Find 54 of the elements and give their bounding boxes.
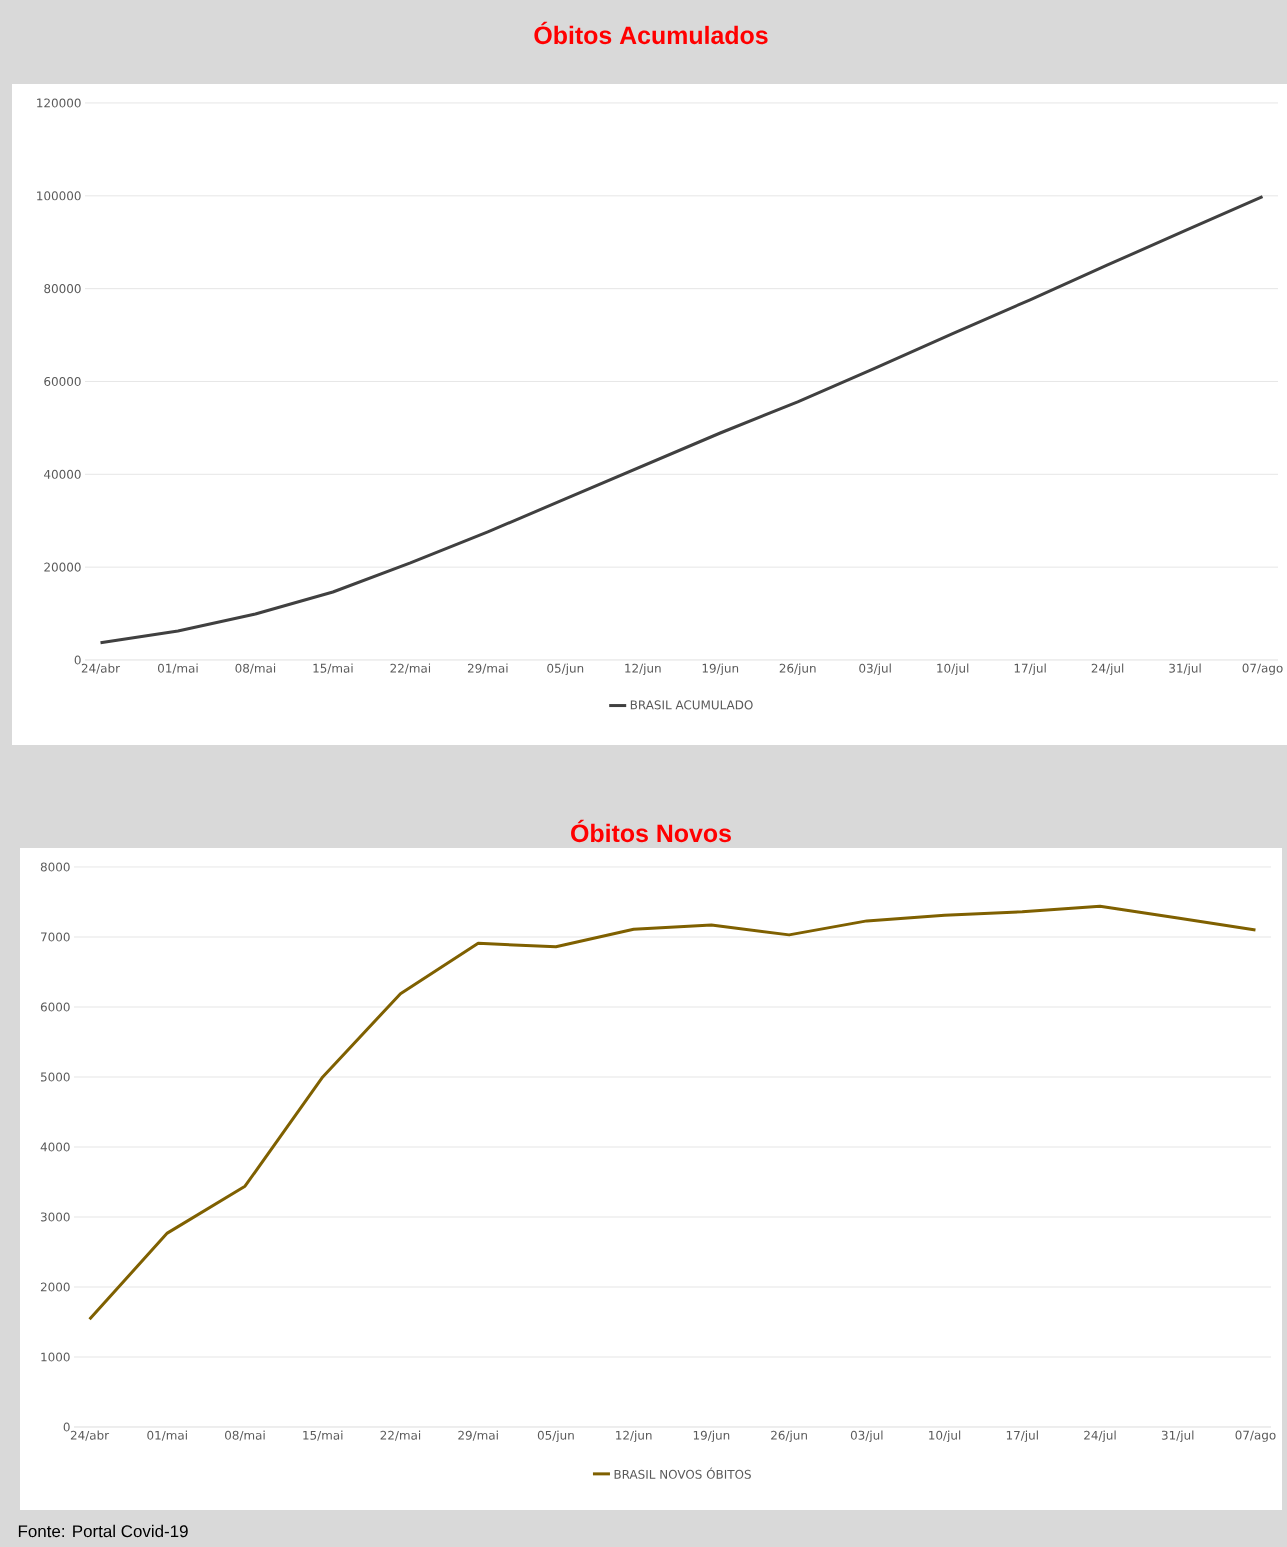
x-tick-label: 22/mai xyxy=(380,1430,421,1441)
x-tick-label: 03/jul xyxy=(859,663,891,676)
legend-label: BRASIL ACUMULADO xyxy=(630,700,753,710)
y-tick-label: 60000 xyxy=(44,376,81,386)
x-tick-label: 15/mai xyxy=(313,663,353,674)
x-tick-label: 12/jun xyxy=(616,1430,652,1443)
x-tick-label: 24/abr xyxy=(70,1430,110,1441)
y-tick-label: 80000 xyxy=(44,284,81,294)
x-tick-label: 07/ago xyxy=(1235,1430,1276,1442)
x-tick-label: 08/mai xyxy=(235,663,276,674)
x-tick-label: 15/mai xyxy=(303,1430,343,1441)
y-tick-label: 0 xyxy=(63,1422,70,1432)
y-tick-label: 7000 xyxy=(41,932,70,942)
y-tick-label: 3000 xyxy=(40,1212,70,1222)
y-tick-label: 20000 xyxy=(44,562,81,572)
x-tick-label: 12/jun xyxy=(625,663,661,676)
x-tick-label: 22/mai xyxy=(390,663,431,674)
x-tick-label: 26/jun xyxy=(771,1430,807,1443)
x-tick-label: 05/jun xyxy=(547,663,584,676)
y-tick-label: 120000 xyxy=(37,98,81,108)
x-tick-label: 26/jun xyxy=(779,663,816,676)
y-tick-label: 40000 xyxy=(44,469,81,479)
chart-title: Óbitos Novos xyxy=(571,819,731,843)
x-tick-label: 19/jun xyxy=(693,1430,730,1443)
y-tick-label: 8000 xyxy=(40,862,70,872)
x-tick-label: 17/jul xyxy=(1006,1430,1038,1443)
x-tick-label: 24/jul xyxy=(1084,1430,1116,1443)
x-tick-label: 05/jun xyxy=(537,1430,574,1443)
line-series xyxy=(88,904,1257,1321)
x-tick-label: 29/mai xyxy=(458,1430,498,1441)
y-tick-label: 6000 xyxy=(40,1002,70,1012)
x-tick-label: 19/jun xyxy=(702,663,739,676)
x-tick-label: 29/mai xyxy=(467,663,508,674)
x-tick-label: 24/jul xyxy=(1091,663,1124,676)
y-tick-label: 5000 xyxy=(40,1072,70,1082)
x-tick-label: 08/mai xyxy=(225,1430,265,1441)
y-tick-label: 4000 xyxy=(40,1142,70,1152)
x-tick-label: 07/ago xyxy=(1242,663,1283,675)
x-tick-label: 31/jul xyxy=(1161,1430,1194,1443)
y-tick-label: 2000 xyxy=(40,1282,70,1292)
x-tick-label: 10/jul xyxy=(929,1430,961,1443)
x-tick-label: 24/abr xyxy=(81,663,121,674)
source-note: Fonte: Portal Covid-19 xyxy=(18,1524,188,1538)
y-tick-label: 1000 xyxy=(41,1352,70,1362)
y-tick-label: 0 xyxy=(74,655,81,665)
x-tick-label: 03/jul xyxy=(850,1430,883,1443)
x-tick-label: 10/jul xyxy=(937,663,969,676)
legend-label: BRASIL NOVOS ÓBITOS xyxy=(614,1467,751,1479)
y-tick-label: 100000 xyxy=(37,191,81,201)
x-tick-label: 17/jul xyxy=(1014,663,1046,676)
x-tick-label: 01/mai xyxy=(157,663,198,674)
x-tick-label: 31/jul xyxy=(1169,663,1201,676)
chart-title: Óbitos Acumulados xyxy=(534,21,768,45)
x-tick-label: 01/mai xyxy=(147,1430,187,1441)
